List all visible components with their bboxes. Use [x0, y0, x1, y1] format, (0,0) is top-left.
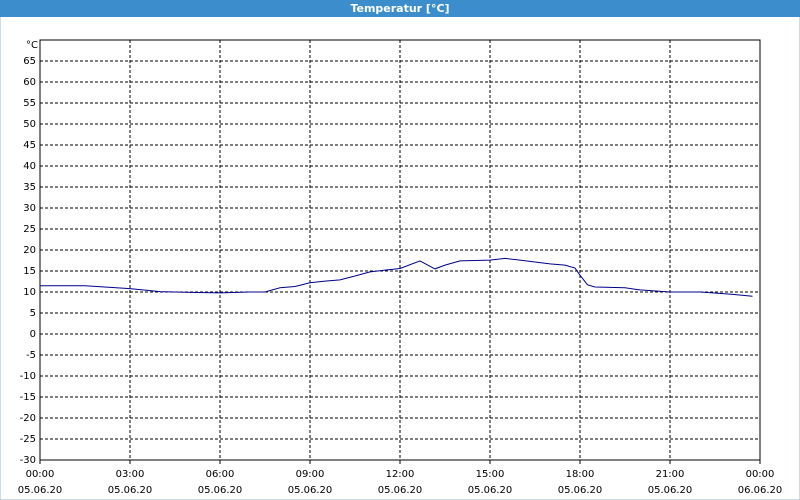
x-tick-label: 00:00 [26, 469, 55, 480]
x-tick-label: 21:00 [656, 469, 685, 480]
y-tick-label: -20 [20, 413, 36, 424]
y-tick-label: 60 [23, 77, 36, 88]
y-tick-label: 30 [23, 203, 36, 214]
x-tick-label: 09:00 [296, 469, 325, 480]
y-tick-label: 45 [23, 140, 36, 151]
y-tick-label: -15 [20, 392, 36, 403]
y-tick-label: -5 [26, 350, 36, 361]
y-tick-label: 0 [30, 329, 36, 340]
x-tick-label: 05.06.20 [288, 485, 333, 496]
x-tick-label: 05.06.20 [18, 485, 63, 496]
x-tick-label: 05.06.20 [198, 485, 243, 496]
y-tick-label: 65 [23, 56, 36, 67]
x-tick-label: 05.06.20 [378, 485, 423, 496]
chart-title: Temperatur [°C] [350, 2, 449, 15]
y-tick-label: 15 [23, 266, 36, 277]
y-tick-label: 55 [23, 98, 36, 109]
y-tick-label: 35 [23, 182, 36, 193]
x-tick-label: 05.06.20 [468, 485, 513, 496]
title-bar [0, 0, 800, 17]
data-line [40, 257, 753, 297]
y-tick-label: -25 [20, 434, 36, 445]
y-unit: °C [26, 40, 38, 51]
x-tick-label: 05.06.20 [648, 485, 693, 496]
y-tick-label: 25 [23, 224, 36, 235]
y-tick-label: 10 [23, 287, 36, 298]
y-tick-label: 20 [23, 245, 36, 256]
x-tick-label: 05.06.20 [108, 485, 153, 496]
x-tick-label: 03:00 [116, 469, 145, 480]
y-tick-label: 5 [30, 308, 36, 319]
y-tick-label: -10 [20, 371, 36, 382]
x-tick-label: 06:00 [206, 469, 235, 480]
x-tick-label: 15:00 [476, 469, 505, 480]
x-tick-label: 12:00 [386, 469, 415, 480]
x-tick-label: 18:00 [566, 469, 595, 480]
y-tick-label: 50 [23, 119, 36, 130]
y-tick-label: 40 [23, 161, 36, 172]
x-tick-label: 05.06.20 [558, 485, 603, 496]
y-tick-label: -30 [20, 455, 36, 466]
x-tick-label: 00:00 [746, 469, 775, 480]
x-tick-label: 06.06.20 [738, 485, 783, 496]
